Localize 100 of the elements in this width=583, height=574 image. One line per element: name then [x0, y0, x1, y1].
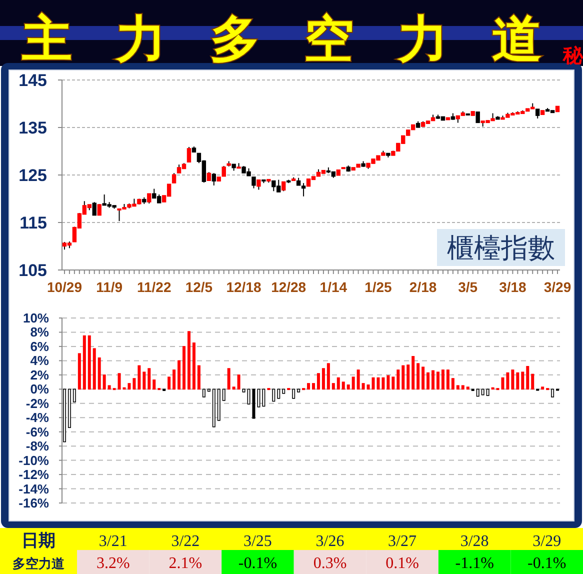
bar [316, 373, 320, 390]
category-label: 3/28 [460, 533, 489, 550]
bar [346, 384, 350, 390]
bar [326, 363, 330, 390]
bar [456, 385, 460, 390]
data-label: 3.2% [96, 555, 130, 572]
bar [78, 353, 81, 390]
bar [217, 388, 220, 421]
text: 多空力道 [12, 556, 66, 571]
index-label: 櫃檯指數 [437, 229, 565, 266]
bar [451, 378, 454, 390]
bar [322, 368, 325, 390]
candlestick [172, 172, 176, 184]
category-label: 3/22 [171, 533, 200, 550]
bar [461, 385, 464, 390]
bar [88, 335, 91, 390]
bar [342, 382, 345, 390]
x-tick-label: 2/18 [409, 279, 437, 295]
bar [466, 386, 470, 390]
y-tick-label: -2% [26, 396, 50, 411]
bar [307, 383, 310, 390]
bar [192, 342, 196, 390]
y-tick-label: -12% [18, 467, 50, 482]
y-tick-label: 10% [22, 310, 50, 326]
bar [252, 388, 256, 419]
y-tick-label: 0% [30, 382, 50, 397]
bar [392, 376, 395, 390]
bar [481, 388, 484, 396]
x-tick-label: 1/14 [320, 279, 348, 295]
bar [108, 385, 111, 390]
y-tick-label: -14% [18, 481, 50, 496]
bar [356, 370, 360, 390]
bar [312, 383, 315, 390]
bar [432, 370, 435, 390]
bar [197, 365, 200, 390]
bar [446, 370, 450, 390]
bar [531, 374, 534, 390]
bar [182, 346, 186, 390]
y-tick-label: 8% [30, 324, 50, 340]
bar [541, 386, 544, 390]
data-label: -0.1% [528, 555, 566, 572]
x-tick-label: 3/29 [544, 279, 572, 295]
y-tick-label: -10% [18, 452, 50, 468]
category-label: 3/26 [316, 533, 344, 550]
y-tick-label: 6% [30, 338, 50, 354]
x-tick-label: 11/9 [96, 279, 123, 295]
bar [132, 378, 136, 390]
bar [68, 388, 71, 428]
bar [72, 388, 76, 402]
bar [202, 388, 206, 398]
annotation: 櫃檯指數 [447, 233, 555, 263]
bar [138, 365, 141, 390]
candlestick [252, 176, 256, 189]
bar [98, 357, 101, 390]
bar [152, 380, 156, 390]
category-label: 3/21 [98, 533, 128, 550]
bar [386, 375, 390, 390]
y-tick-label: 125 [18, 166, 47, 185]
bar [118, 373, 121, 390]
bar [476, 388, 480, 397]
bar [382, 377, 385, 390]
bar [526, 366, 530, 390]
bar [282, 388, 286, 394]
bar [352, 376, 355, 390]
bar [187, 331, 190, 390]
bar [486, 388, 490, 396]
bar [142, 372, 146, 390]
category-label: 3/27 [388, 533, 417, 550]
bar [436, 372, 440, 390]
bar [521, 372, 524, 390]
bar [297, 388, 300, 392]
x-tick-label: 10/29 [46, 279, 82, 295]
y-tick-label: 135 [18, 118, 47, 138]
bar [362, 383, 365, 390]
bar [406, 364, 410, 390]
bar [412, 356, 415, 390]
data-label: 0.1% [386, 555, 419, 572]
bar [257, 388, 260, 408]
text: 日期 [22, 531, 56, 550]
bar [272, 388, 276, 402]
y-tick-label: -6% [26, 424, 50, 440]
text: 秘 [562, 45, 583, 67]
bar [178, 360, 181, 390]
bar [168, 376, 171, 390]
bar [292, 388, 296, 399]
category-label: 3/29 [532, 533, 562, 550]
x-tick-label: 3/18 [499, 279, 527, 295]
bar [148, 368, 151, 390]
data-label: -0.1% [238, 555, 278, 572]
y-tick-label: 105 [18, 261, 47, 280]
y-tick-label: -16% [18, 496, 50, 510]
x-tick-label: 12/5 [185, 279, 213, 295]
bar [277, 388, 280, 399]
bar [332, 383, 335, 390]
bar [102, 374, 106, 390]
bar [422, 366, 425, 390]
bar [336, 377, 340, 390]
bar [232, 386, 236, 390]
x-tick-label: 12/28 [271, 279, 306, 295]
bar [62, 388, 66, 442]
